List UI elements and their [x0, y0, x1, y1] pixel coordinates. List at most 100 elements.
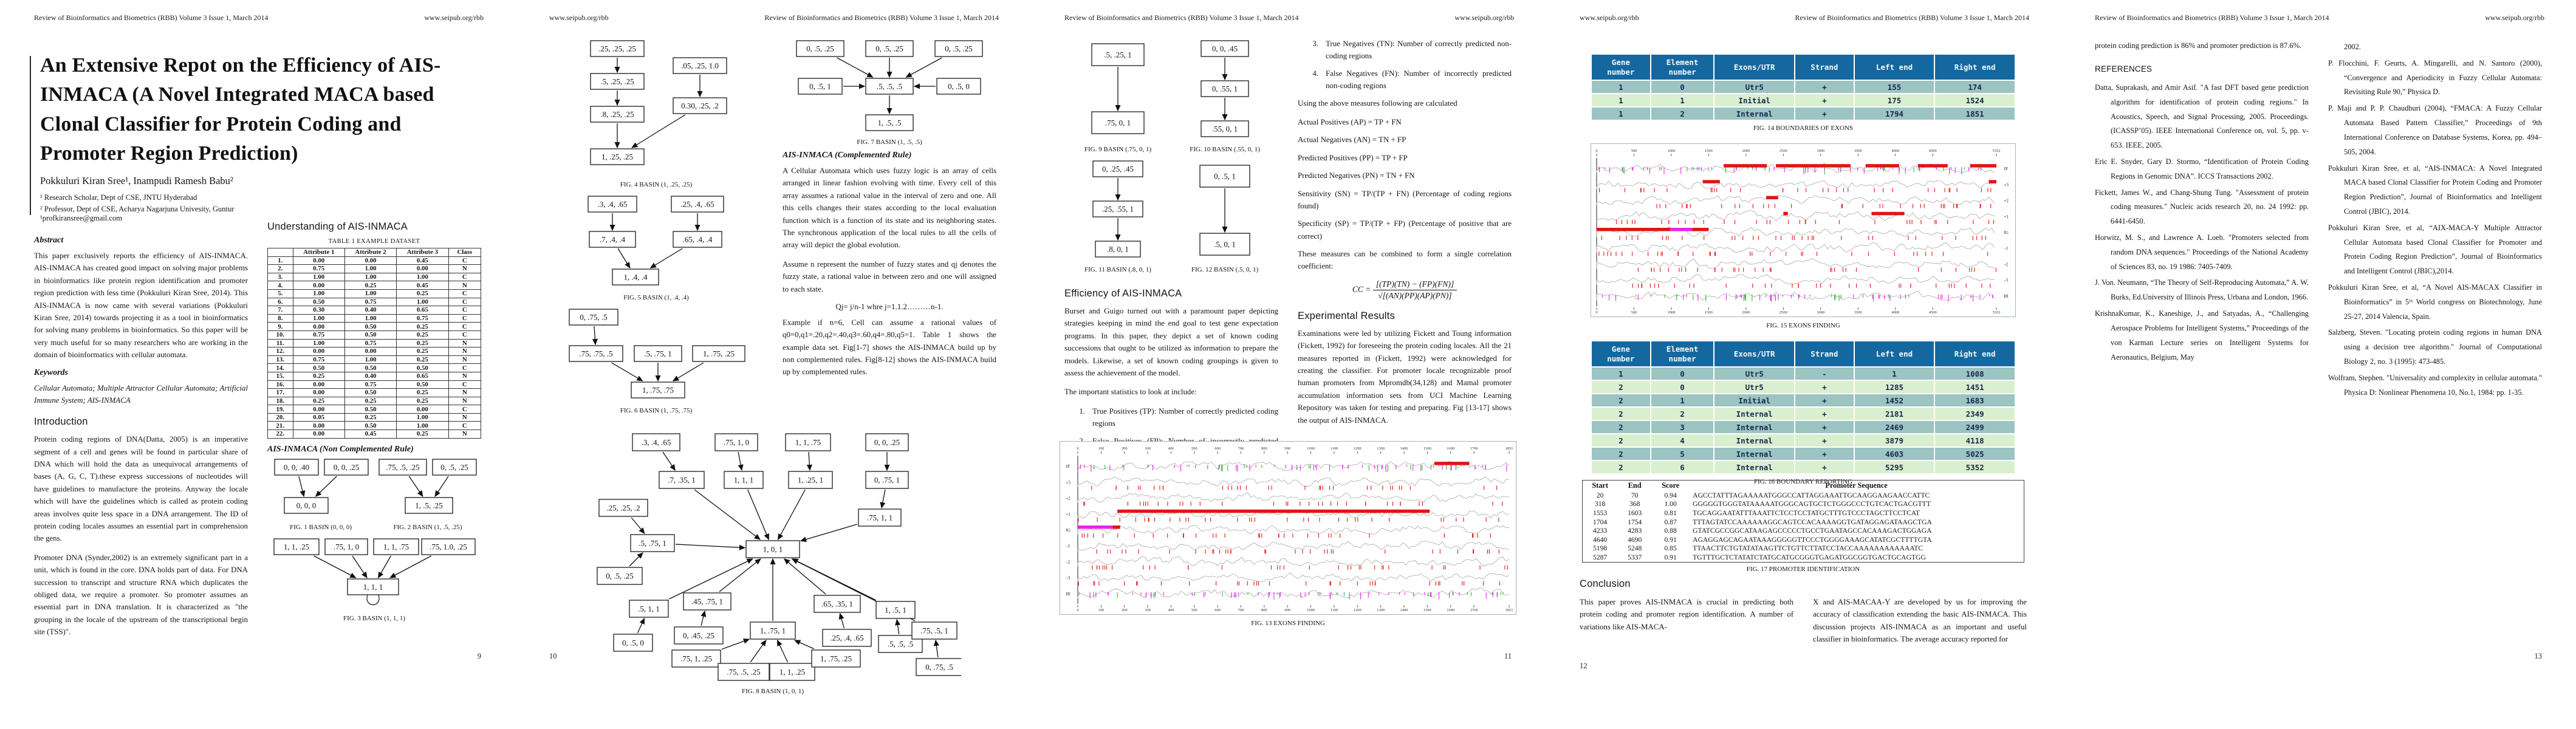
- figure-caption: FIG. 9 BASIN (.75, 0, 1): [1084, 146, 1152, 153]
- intro-paragraph-2: Promoter DNA (Synder,2002) is an extreme…: [34, 553, 248, 637]
- fig14-caption: FIG. 14 BOUNDARIES OF EXONS: [1753, 125, 1854, 132]
- table-header-row: Start End Score Promoter Sequence: [1592, 481, 1888, 490]
- page2-right-column: 0, .5, .25 0, .5, .25 0, .5, .25 0, .5, 1 .5…: [783, 38, 996, 385]
- burset-paragraph: Burset and Guigo turned out with a param…: [1064, 307, 1278, 377]
- table-row: 18. 0.25 0.25 0.25 N: [267, 396, 482, 406]
- page1-left-column: Abstract This paper exclusively reports …: [34, 236, 248, 645]
- intro-paragraph-1: Protein coding regions of DNA(Datta, 200…: [34, 435, 248, 543]
- reference-item: P. Maji and P. P. Chaudhuri (2004), “FMA…: [2328, 104, 2542, 156]
- fig9-basin-diagram: .5, .25, 1 .75, 0, 1 FIG. 9 BASIN (.75, 0,…: [1064, 38, 1171, 158]
- list-item: 1. True Positives (TP): Number of correct…: [1079, 406, 1278, 428]
- noncomp-rule-heading: AIS-INMACA (Non Complemented Rule): [267, 444, 414, 454]
- journal-header-right: www.seipub.org/rbb: [2485, 13, 2544, 22]
- paper-title: An Extensive Repot on the Efficiency of …: [40, 54, 441, 165]
- svg-text:3500: 3500: [1854, 149, 1862, 153]
- table-row: 1704 1754 0.87 TTTAGTATCCAAAAAAGGCAGTCCACAA…: [1593, 518, 1932, 526]
- using-line: Using the above measures following are c…: [1298, 98, 1458, 108]
- exons-finding-plot-13: 0 100 200 300 400 500 600 700 800 900 1000 1100 1200…: [1060, 441, 1516, 632]
- svg-text:800: 800: [1261, 447, 1267, 451]
- svg-text:4500: 4500: [1929, 149, 1937, 153]
- svg-text:1500: 1500: [1705, 149, 1713, 153]
- svg-text:200: 200: [1122, 447, 1128, 451]
- reference-item: KrishnaKumar, K., Kaneshige, J., and Sat…: [2095, 309, 2309, 361]
- journal-header-left: Review of Bioinformatics and Biometrics …: [2095, 13, 2329, 22]
- svg-text:500: 500: [1191, 608, 1197, 612]
- svg-text:1, .75, .75: 1, .75, .75: [642, 386, 674, 395]
- references-right: P. Flocchini, F. Geurts, A. Mingarelli, …: [2328, 56, 2542, 400]
- references-left: Datta, Suprakash, and Amir Asif. "A fast…: [2095, 81, 2309, 364]
- figure-caption: FIG. 11 BASIN (.8, 0, 1): [1084, 266, 1151, 273]
- svg-text:400: 400: [1168, 447, 1174, 451]
- svg-text:1, .75, .25: 1, .75, .25: [703, 349, 735, 358]
- table-row: 5. 1.00 1.00 0.25 C: [267, 289, 482, 298]
- svg-text:1300: 1300: [1377, 608, 1385, 612]
- svg-text:0, .5, 0: 0, .5, 0: [948, 82, 970, 91]
- abstract-heading: Abstract: [34, 236, 64, 245]
- svg-text:1851: 1851: [1506, 447, 1513, 451]
- page-3: Review of Bioinformatics and Biometrics …: [1030, 0, 1546, 729]
- svg-text:1100: 1100: [1331, 608, 1338, 612]
- svg-text:5352: 5352: [1993, 310, 2001, 315]
- table-row: 9. 0.00 0.50 0.25 C: [267, 322, 482, 331]
- table-row: 6. 0.50 0.75 1.00 C: [267, 297, 482, 307]
- fig11-basin-diagram: 0, .25, .45 .25, .55, 1 .8, 0, 1 FIG. 11 BA…: [1064, 158, 1171, 278]
- journal-header-right: Review of Bioinformatics and Biometrics …: [1795, 13, 2029, 22]
- svg-text:0, 0, .45: 0, 0, .45: [1212, 44, 1238, 53]
- svg-text:.75, 1, 1: .75, 1, 1: [867, 513, 892, 522]
- svg-text:0: 0: [1595, 149, 1597, 153]
- table-row: 17. 0.00 0.50 0.25 N: [267, 388, 482, 397]
- svg-text:1, 1, .75: 1, 1, .75: [383, 542, 409, 551]
- svg-text:-3: -3: [1066, 575, 1070, 581]
- reference-item: Eric E. Snyder, Gary D. Stormo, “Identif…: [2095, 157, 2309, 180]
- svg-text:1500: 1500: [1423, 608, 1431, 612]
- svg-text:1000: 1000: [1307, 608, 1315, 612]
- svg-text:.8, 0, 1: .8, 0, 1: [1107, 245, 1129, 254]
- svg-text:.25, .25, .25: .25, .25, .25: [598, 44, 636, 53]
- table-row: 20. 0.05 0.25 1.00 N: [267, 412, 482, 422]
- conclusion-right-text: X and AIS-MACAA-Y are developed by us fo…: [1813, 598, 2027, 644]
- table-header-row: Gene number Element number Exons/UTR Strand…: [1591, 340, 2016, 368]
- table-row: 4. 0.00 0.25 0.45 N: [267, 281, 482, 290]
- svg-text:5352: 5352: [1993, 149, 2001, 153]
- svg-text:.5, .25, 1: .5, .25, 1: [1104, 50, 1132, 60]
- table-row: 1 0 Utr5 +155 174: [1591, 80, 2016, 95]
- svg-text:+2: +2: [2004, 198, 2009, 204]
- affiliation-2: ² Professor, Dept of CSE, Acharya Nagarj…: [40, 205, 235, 214]
- svg-text:.75, .5, .25: .75, .5, .25: [386, 462, 419, 471]
- svg-text:0, .5, 1: 0, .5, 1: [1214, 172, 1236, 181]
- list-item: 4. False Negatives (FN): Number of incorr…: [1312, 69, 1512, 91]
- svg-text:0.30, .25, .2: 0.30, .25, .2: [681, 101, 719, 111]
- reference-item: Pokkuluri Kiran Sree, et al, “A Novel AI…: [2328, 283, 2542, 321]
- abstract-text: This paper exclusively reports the effic…: [34, 252, 248, 360]
- svg-text:1, 1, .25: 1, 1, .25: [779, 668, 805, 677]
- boundary-reporting-table: Gene number Element number Exons/UTR Strand…: [1591, 340, 2016, 475]
- measures-list: Actual Positives (AP) = TP + FN Actual Ne…: [1298, 116, 1512, 242]
- cc-denominator: √[(AN)(PP)(AP)(PN)]: [1378, 290, 1452, 300]
- svg-text:0, 0, 0: 0, 0, 0: [296, 501, 317, 510]
- svg-text:700: 700: [1238, 608, 1244, 612]
- svg-text:.5, .75, 1: .5, .75, 1: [644, 349, 672, 358]
- page-4: www.seipub.org/rbb Review of Bioinformat…: [1546, 0, 2061, 729]
- svg-text:.25, .4, .65: .25, .4, .65: [830, 634, 863, 643]
- svg-text:100: 100: [1098, 447, 1104, 451]
- fig8-basin-diagram: .3, .4, .65 .7, .35, 1 .75, 1, 0 1, 1, 1 1, …: [584, 430, 963, 700]
- svg-text:0, .5, .25: 0, .5, .25: [945, 44, 973, 53]
- svg-text:+1: +1: [2004, 214, 2009, 219]
- svg-text:.55, 0, 1: .55, 0, 1: [1212, 125, 1238, 134]
- introduction-heading: Introduction: [34, 416, 88, 428]
- table-row: 2 4 Internal +3879 4118: [1591, 433, 2016, 448]
- table1-caption: TABLE 1 EXAMPLE DATASET: [328, 238, 420, 245]
- svg-text:.75, 0, 1: .75, 0, 1: [1105, 118, 1131, 128]
- svg-text:0, .75, .5: 0, .75, .5: [925, 663, 953, 672]
- fig17-caption: FIG. 17 PROMOTER IDENTIFICATION: [1746, 565, 1860, 573]
- cc-lead: CC =: [1352, 284, 1371, 294]
- cc-numerator: [(TP)(TN) − (FP)(FN)]: [1372, 279, 1458, 290]
- conclusion-left-text: This paper proves AIS-INMACA is crucial …: [1580, 598, 1793, 631]
- fig7-basin-diagram: 0, .5, .25 0, .5, .25 0, .5, .25 0, .5, 1 .5…: [783, 38, 996, 146]
- svg-text:3000: 3000: [1817, 310, 1824, 315]
- qj-formula: Qj= j/n-1 whre j=1.1.2………n-1.: [835, 301, 944, 311]
- table-row: 4640 4690 0.91 AGAGGAGCAGAATAAAGGGGGTTCCCTG…: [1593, 535, 1932, 544]
- fig3-basin-diagram: 1, 1, .25 .75, 1, 0 1, 1, .75 .75, 1.0, .25…: [267, 536, 481, 622]
- table-row: 1. 0.00 0.00 0.45 C: [267, 256, 482, 265]
